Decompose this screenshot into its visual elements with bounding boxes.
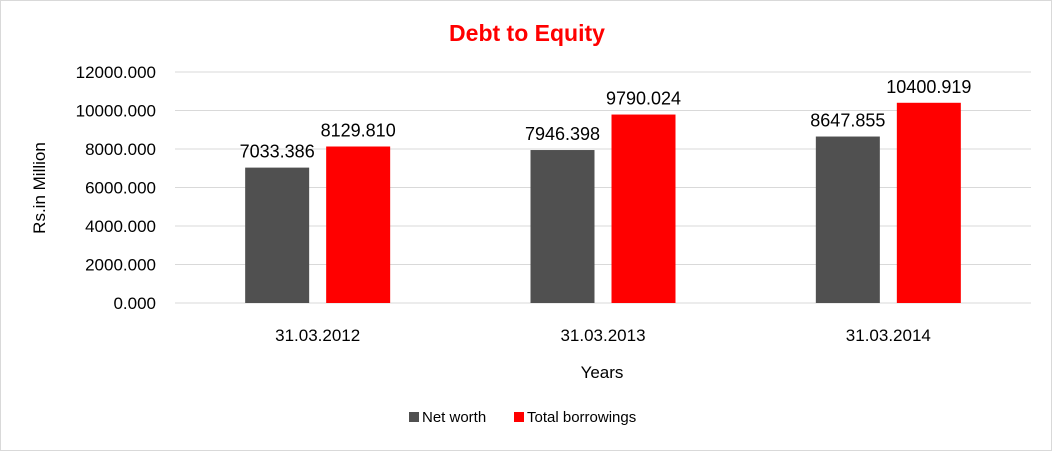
y-axis-ticks: 0.000 2000.000 4000.000 6000.000 8000.000 100… (76, 63, 156, 313)
grid-layer (175, 71, 1031, 304)
bar (896, 102, 961, 303)
data-label: 8129.810 (321, 121, 396, 141)
y-tick-label: 0.000 (113, 294, 156, 313)
y-tick-label: 12000.000 (76, 63, 156, 82)
data-label: 10400.919 (886, 77, 971, 97)
bar (326, 146, 391, 303)
bar (815, 136, 880, 303)
bar (530, 150, 595, 303)
data-label: 7033.386 (240, 142, 315, 162)
legend-label: Net worth (422, 409, 486, 426)
bar (611, 114, 676, 303)
y-axis-title: Rs.in Million (30, 142, 49, 234)
x-tick-label: 31.03.2014 (846, 326, 931, 345)
y-tick-label: 6000.000 (85, 179, 156, 198)
y-tick-label: 4000.000 (85, 217, 156, 236)
bar-layer (245, 102, 961, 303)
data-label-layer: 7033.386 8129.810 7946.398 9790.024 8647.855… (240, 77, 972, 162)
y-tick-label: 8000.000 (85, 140, 156, 159)
legend-swatch (514, 412, 524, 422)
bar (245, 167, 310, 303)
y-tick-label: 10000.000 (76, 102, 156, 121)
chart-title: Debt to Equity (449, 20, 605, 46)
legend-swatch (409, 412, 419, 422)
data-label: 9790.024 (606, 89, 681, 109)
y-tick-label: 2000.000 (85, 256, 156, 275)
x-axis-title: Years (581, 363, 624, 382)
x-axis-ticks: 31.03.2012 31.03.2013 31.03.2014 (275, 326, 931, 345)
x-tick-label: 31.03.2013 (560, 326, 645, 345)
x-tick-label: 31.03.2012 (275, 326, 360, 345)
legend: Net worth Total borrowings (409, 409, 636, 426)
data-label: 8647.855 (810, 111, 885, 131)
legend-label: Total borrowings (527, 409, 636, 426)
data-label: 7946.398 (525, 124, 600, 144)
